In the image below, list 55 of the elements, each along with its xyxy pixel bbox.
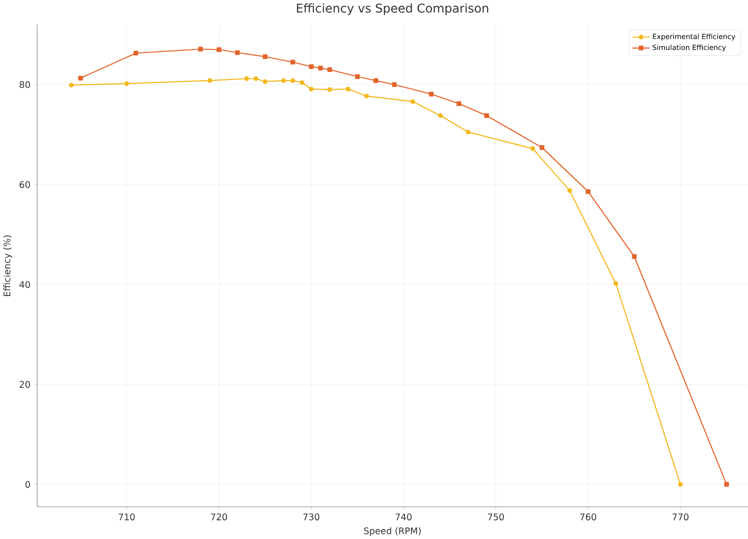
y-axis-title: Efficiency (%) xyxy=(3,235,12,296)
point xyxy=(456,101,462,106)
point xyxy=(216,47,222,52)
point xyxy=(346,86,351,92)
point xyxy=(281,78,286,83)
point xyxy=(124,81,130,86)
x-tick-label: 740 xyxy=(396,513,412,520)
point xyxy=(327,67,332,72)
y-tick-label: 60 xyxy=(20,180,30,188)
point xyxy=(290,60,296,64)
x-tick-label: 720 xyxy=(211,513,228,520)
point xyxy=(68,82,74,88)
point xyxy=(235,50,240,55)
point xyxy=(724,482,729,487)
x-tick-label: 750 xyxy=(488,513,504,520)
point xyxy=(466,130,471,134)
point xyxy=(207,78,212,83)
point xyxy=(438,113,443,118)
point xyxy=(134,50,138,56)
x-axis-title: Speed (RPM) xyxy=(364,527,421,536)
y-tick-label: 40 xyxy=(19,280,30,288)
point xyxy=(327,87,332,92)
point xyxy=(540,145,544,150)
point xyxy=(410,99,416,104)
y-tick-label: 20 xyxy=(20,380,30,388)
point xyxy=(484,113,489,118)
point xyxy=(530,146,536,151)
point xyxy=(632,254,637,259)
point xyxy=(198,46,203,52)
point xyxy=(308,86,314,92)
x-tick-label: 730 xyxy=(303,513,320,520)
x-tick-label: 710 xyxy=(118,513,135,520)
x-tick-label: 770 xyxy=(672,513,688,520)
point xyxy=(300,80,304,85)
point xyxy=(373,78,378,83)
point xyxy=(364,94,370,98)
point xyxy=(308,64,314,69)
chart-title: Efficiency vs Speed Comparison xyxy=(296,3,488,15)
point xyxy=(586,189,591,194)
point xyxy=(392,82,397,87)
y-tick-label: 0 xyxy=(25,480,30,488)
y-tick-label: 80 xyxy=(20,81,30,88)
point xyxy=(318,66,323,70)
point xyxy=(262,79,268,84)
point xyxy=(254,76,258,81)
point xyxy=(78,76,83,80)
point xyxy=(567,188,572,193)
point xyxy=(613,280,618,286)
point xyxy=(428,92,434,96)
point xyxy=(262,54,268,59)
point xyxy=(244,76,250,81)
point xyxy=(355,74,360,79)
point xyxy=(678,482,683,487)
x-tick-label: 760 xyxy=(580,513,596,520)
point xyxy=(290,78,296,83)
